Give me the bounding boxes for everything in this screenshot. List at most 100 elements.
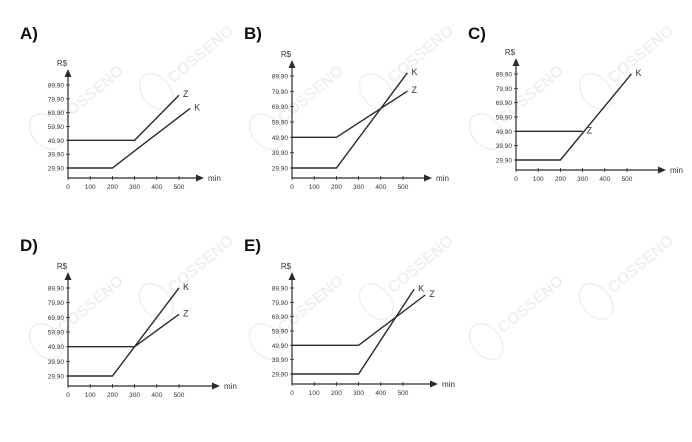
watermark-logo: COSSENO bbox=[578, 232, 677, 321]
y-tick-label: 29,90 bbox=[48, 374, 65, 381]
y-axis-label: R$ bbox=[281, 262, 292, 271]
option-label-c: C) bbox=[468, 24, 486, 43]
y-tick-label: 79,90 bbox=[496, 86, 513, 93]
y-tick-label: 59,90 bbox=[272, 329, 289, 336]
x-tick-label: 500 bbox=[622, 176, 633, 183]
x-tick-label: 0 bbox=[66, 184, 70, 191]
x-tick-label: 400 bbox=[599, 176, 610, 183]
x-axis-arrow bbox=[430, 380, 438, 388]
x-axis-label: min bbox=[436, 174, 449, 183]
y-tick-label: 49,90 bbox=[272, 135, 289, 142]
x-axis-arrow bbox=[212, 382, 220, 390]
y-tick-label: 69,90 bbox=[272, 104, 289, 111]
x-tick-label: 300 bbox=[129, 392, 140, 399]
x-tick-label: 200 bbox=[107, 392, 118, 399]
series-line-z bbox=[68, 94, 180, 142]
x-tick-label: 300 bbox=[353, 184, 364, 191]
x-axis-label: min bbox=[442, 380, 455, 389]
x-axis-label: min bbox=[670, 166, 683, 175]
y-axis-arrow bbox=[64, 272, 72, 280]
y-tick-label: 39,90 bbox=[48, 152, 65, 159]
x-tick-label: 100 bbox=[309, 184, 320, 191]
x-tick-label: 400 bbox=[375, 184, 386, 191]
x-tick-label: 0 bbox=[290, 390, 294, 397]
y-tick-label: 39,90 bbox=[496, 143, 513, 150]
x-tick-label: 200 bbox=[331, 184, 342, 191]
y-tick-label: 89,90 bbox=[48, 83, 65, 90]
series-label-z: Z bbox=[587, 125, 593, 135]
x-tick-label: 0 bbox=[290, 184, 294, 191]
watermark-swirl-icon bbox=[468, 323, 504, 361]
series-line-k bbox=[516, 73, 632, 161]
series-label-k: K bbox=[635, 68, 641, 78]
y-tick-label: 39,90 bbox=[272, 150, 289, 157]
series-line-k bbox=[68, 287, 180, 377]
x-tick-label: 500 bbox=[398, 184, 409, 191]
series-line-z bbox=[68, 313, 180, 348]
x-axis-label: min bbox=[208, 174, 221, 183]
y-tick-label: 59,90 bbox=[48, 124, 65, 131]
series-label-k: K bbox=[411, 67, 417, 77]
watermark-swirl-icon bbox=[578, 283, 614, 321]
x-tick-label: 400 bbox=[375, 390, 386, 397]
chart-c: R$ min 29,90 39,90 49,90 59,90 69,90 79,90 89,90… bbox=[496, 48, 683, 183]
y-axis-label: R$ bbox=[505, 48, 516, 57]
x-tick-label: 200 bbox=[107, 184, 118, 191]
y-tick-label: 49,90 bbox=[48, 344, 65, 351]
y-tick-label: 49,90 bbox=[48, 138, 65, 145]
x-tick-label: 500 bbox=[398, 390, 409, 397]
x-tick-label: 200 bbox=[555, 176, 566, 183]
x-tick-label: 300 bbox=[353, 390, 364, 397]
series-line-k bbox=[68, 107, 191, 169]
x-tick-label: 200 bbox=[331, 390, 342, 397]
chart-e: R$ min 29,90 39,90 49,90 59,90 69,90 79,90 89,90… bbox=[272, 262, 455, 397]
y-tick-label: 79,90 bbox=[272, 89, 289, 96]
x-tick-label: 300 bbox=[577, 176, 588, 183]
x-tick-label: 0 bbox=[66, 392, 70, 399]
y-axis-label: R$ bbox=[57, 59, 68, 68]
y-tick-label: 69,90 bbox=[496, 100, 513, 107]
x-tick-label: 100 bbox=[533, 176, 544, 183]
chart-a: R$ min 29,90 39,90 49,90 59,90 69,90 79,90 89,90… bbox=[48, 59, 221, 191]
y-tick-label: 89,90 bbox=[48, 286, 65, 293]
x-tick-label: 100 bbox=[85, 392, 96, 399]
y-tick-label: 89,90 bbox=[272, 74, 289, 81]
x-tick-label: 400 bbox=[151, 184, 162, 191]
series-label-z: Z bbox=[411, 85, 417, 95]
series-line-k bbox=[292, 72, 408, 169]
series-label-k: K bbox=[418, 283, 424, 293]
x-tick-label: 500 bbox=[174, 184, 185, 191]
y-tick-label: 29,90 bbox=[272, 166, 289, 173]
x-tick-label: 400 bbox=[151, 392, 162, 399]
x-tick-label: 500 bbox=[174, 392, 185, 399]
series-line-z bbox=[292, 90, 408, 139]
x-tick-label: 100 bbox=[85, 184, 96, 191]
series-label-z: Z bbox=[429, 289, 435, 299]
watermark-text: COSSENO bbox=[605, 232, 677, 296]
y-tick-label: 89,90 bbox=[496, 72, 513, 79]
y-tick-label: 49,90 bbox=[496, 129, 513, 136]
y-tick-label: 49,90 bbox=[272, 343, 289, 350]
y-tick-label: 29,90 bbox=[272, 372, 289, 379]
y-tick-label: 29,90 bbox=[48, 166, 65, 173]
y-tick-label: 69,90 bbox=[272, 314, 289, 321]
option-label-e: E) bbox=[244, 236, 261, 255]
y-tick-label: 29,90 bbox=[496, 158, 513, 165]
watermark-logo: COSSENO bbox=[468, 272, 567, 361]
x-axis-label: min bbox=[224, 382, 237, 391]
x-tick-label: 300 bbox=[129, 184, 140, 191]
y-tick-label: 39,90 bbox=[48, 359, 65, 366]
chart-b: R$ min 29,90 39,90 49,90 59,90 69,90 79,90 89,90… bbox=[272, 50, 449, 191]
series-label-k: K bbox=[183, 282, 189, 292]
series-label-z: Z bbox=[183, 308, 189, 318]
y-axis-arrow bbox=[288, 272, 296, 280]
y-tick-label: 79,90 bbox=[48, 300, 65, 307]
y-axis-arrow bbox=[64, 69, 72, 77]
y-tick-label: 69,90 bbox=[48, 315, 65, 322]
x-tick-label: 100 bbox=[309, 390, 320, 397]
y-axis-label: R$ bbox=[57, 262, 68, 271]
series-label-k: K bbox=[194, 102, 200, 112]
watermark-text: COSSENO bbox=[495, 272, 567, 336]
option-label-d: D) bbox=[20, 236, 38, 255]
